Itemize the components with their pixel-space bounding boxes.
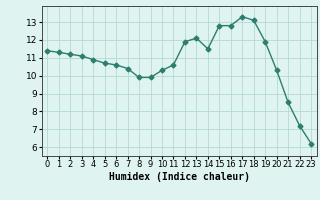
X-axis label: Humidex (Indice chaleur): Humidex (Indice chaleur) (109, 172, 250, 182)
